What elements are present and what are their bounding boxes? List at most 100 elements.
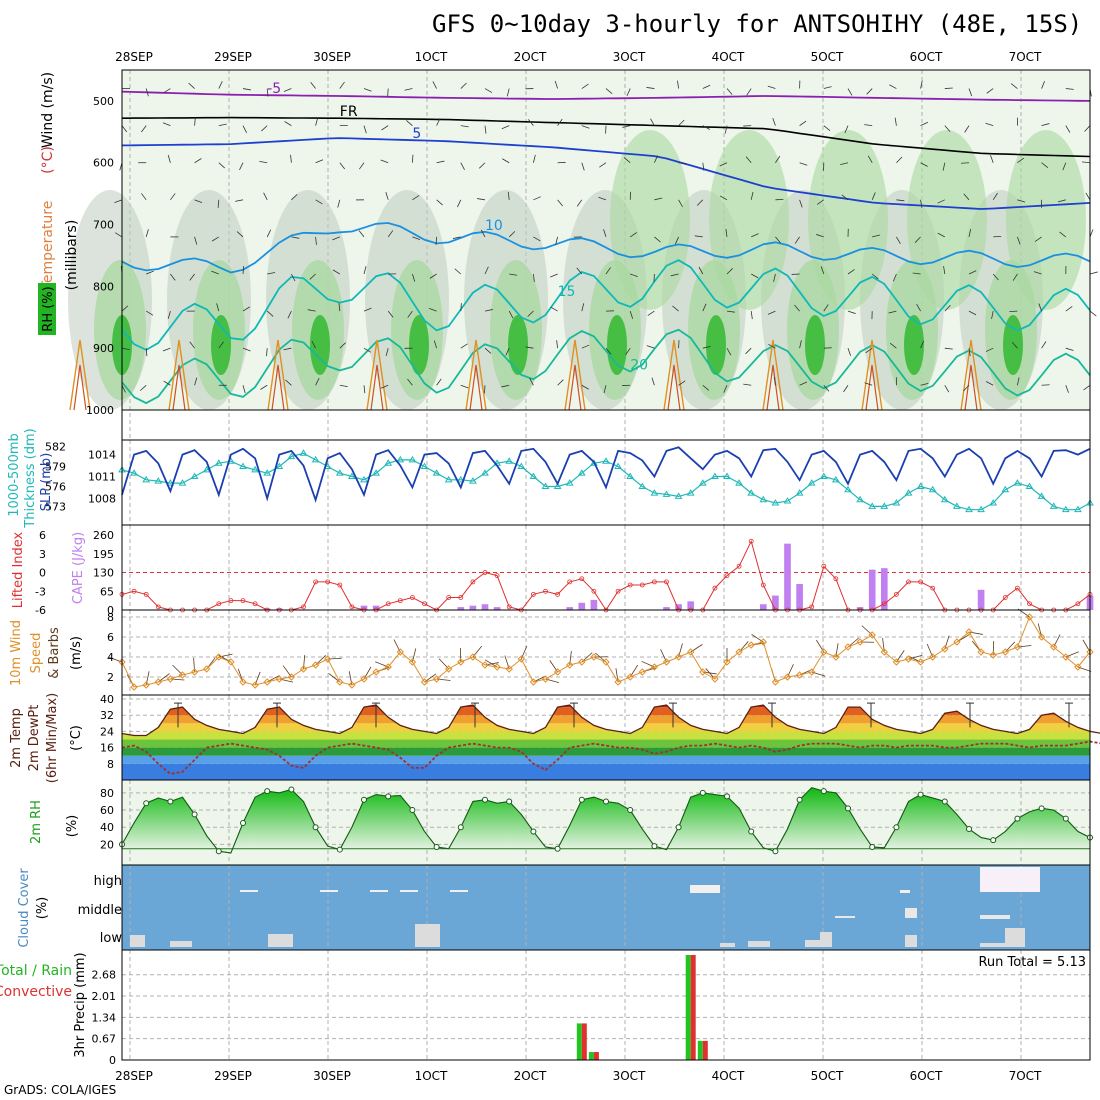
cape-bar — [275, 608, 283, 610]
wind-barb — [284, 121, 292, 126]
wind-barb — [460, 162, 465, 170]
wind-speed-marker — [602, 658, 610, 666]
thickness-marker — [396, 455, 405, 463]
wind-barb — [1017, 199, 1026, 203]
wind-speed-marker — [396, 648, 405, 656]
wind-speed-marker — [215, 653, 223, 661]
wind-barb — [799, 120, 807, 126]
wind-barb — [944, 305, 951, 312]
wind-barb — [670, 273, 679, 277]
cape-bar — [796, 584, 803, 610]
speed-axis-label: Speed — [29, 633, 44, 674]
cloud-layer-label: middle — [78, 903, 122, 918]
wind-barb — [626, 88, 631, 97]
lifted-index-marker — [458, 595, 464, 600]
wind-barb — [775, 236, 781, 244]
wind-barb — [1065, 306, 1073, 312]
wind-barb — [625, 347, 631, 355]
lifted-index-marker — [482, 570, 488, 575]
wind-barb — [507, 191, 510, 200]
wind-barb — [847, 269, 855, 275]
thickness-marker — [590, 459, 598, 466]
wind-speed-tick-label: 8 — [107, 611, 114, 624]
rh-shading-green — [706, 315, 726, 375]
wind-barb — [363, 125, 367, 134]
x-tick-label-top: 6OCT — [910, 50, 943, 64]
wind-barb — [260, 384, 268, 390]
rh-shading-upper — [709, 130, 789, 310]
wind-barb — [719, 195, 728, 201]
wind-barb — [745, 156, 752, 163]
wind-speed-marker — [759, 638, 768, 646]
wind-barb — [239, 162, 244, 171]
wind-barb — [315, 236, 317, 245]
wind-barb — [1041, 162, 1049, 168]
lifted-index-marker — [652, 579, 657, 585]
wind-barb — [576, 199, 583, 207]
lifted-index-marker — [833, 576, 839, 582]
wind-speed-marker — [1013, 643, 1022, 651]
precip-total-bar — [685, 955, 691, 1060]
wind-barb — [840, 162, 849, 166]
thickness-marker — [299, 449, 308, 456]
thickness-marker — [360, 475, 368, 483]
wind-barb — [339, 162, 346, 170]
lifted-index-marker — [506, 604, 512, 610]
wind-barb — [672, 305, 679, 312]
thickness-marker — [384, 459, 393, 466]
wind-barb — [363, 266, 367, 275]
lifted-index-marker — [627, 582, 633, 588]
cape-bar — [566, 607, 574, 610]
wind-barb — [725, 228, 728, 237]
rh-marker — [506, 798, 513, 805]
wind-barb — [920, 340, 925, 349]
cloud-low-bar — [170, 941, 192, 947]
wind-barb — [912, 272, 921, 275]
data-layer — [68, 80, 1100, 1060]
lifted-index-marker — [397, 598, 403, 604]
wind-barb — [217, 199, 220, 208]
li-tick-label: 3 — [39, 548, 46, 561]
wind-barb — [194, 158, 202, 164]
lifted-index-marker — [228, 598, 234, 604]
x-tick-label-bottom: 4OCT — [712, 1069, 745, 1083]
rh-shading-green — [904, 315, 924, 375]
wind-barb — [337, 199, 341, 208]
temperature-contour — [121, 328, 1091, 405]
wind-barb — [1033, 271, 1042, 275]
wind-speed-marker — [444, 665, 453, 673]
wind-barb — [387, 310, 394, 318]
wind-barb — [363, 347, 372, 353]
cloud-low-bar — [980, 943, 1025, 947]
cloud-high-block — [980, 867, 1040, 892]
thickness-marker — [771, 499, 780, 506]
thickness-marker — [844, 485, 852, 493]
rh-marker — [893, 824, 900, 831]
wind-barb — [508, 310, 514, 319]
precip-axis-label: 3hr Precip (mm) — [73, 952, 88, 1057]
wind-barb — [1065, 125, 1071, 133]
wind-barb — [407, 378, 413, 386]
surface-temp-contour — [267, 339, 289, 411]
lifted-index-marker — [143, 591, 149, 597]
precip-tick-label: 1.34 — [92, 1011, 117, 1024]
wind-barb — [1065, 88, 1074, 90]
wind-barb — [1017, 157, 1025, 164]
wind-barb — [1009, 310, 1018, 313]
li-tick-label: -3 — [35, 585, 46, 598]
lifted-index-marker — [712, 585, 718, 591]
thickness-marker — [626, 472, 635, 479]
wind-speed-marker — [227, 658, 235, 666]
wind-speed-marker — [239, 678, 247, 686]
surface-temp-contour — [861, 339, 883, 411]
wind-barb — [436, 118, 441, 126]
pressure-tick-label: 900 — [93, 342, 114, 355]
wind-barb — [218, 162, 226, 169]
wind-speed-marker — [142, 681, 150, 689]
thickness-marker — [795, 489, 804, 496]
contour-label: 5 — [412, 126, 421, 142]
temp-tick-label: 32 — [100, 709, 114, 722]
degc-axis-label: (°C) — [69, 725, 84, 751]
rh-marker — [215, 848, 222, 855]
wind-speed-marker — [1001, 648, 1010, 656]
